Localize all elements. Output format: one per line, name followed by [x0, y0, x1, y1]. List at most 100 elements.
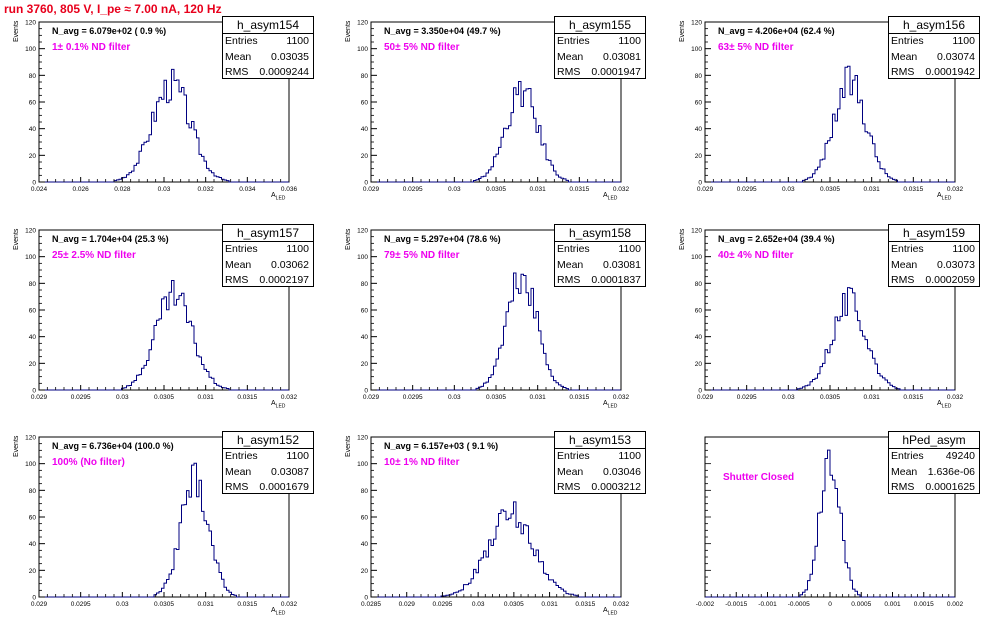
histogram-name: h_asym156 [889, 17, 979, 34]
n-avg-label: N_avg = 6.736e+04 (100.0 %) [52, 441, 174, 451]
x-axis-label-subscript: LED [607, 403, 618, 410]
stats-key: Mean [225, 258, 252, 271]
stats-value: 1100 [286, 243, 309, 255]
x-tick-label: 0.0285 [361, 601, 381, 608]
histogram-line [705, 287, 955, 391]
y-tick-label: 120 [25, 20, 36, 27]
y-tick-label: 100 [25, 254, 36, 261]
stats-key: Mean [557, 50, 584, 63]
y-tick-label: 20 [361, 153, 369, 160]
stats-value: 0.0009244 [259, 66, 309, 78]
x-tick-label: 0.026 [73, 186, 90, 193]
y-tick-label: 20 [695, 361, 703, 368]
n-avg-label: N_avg = 6.157e+03 ( 9.1 %) [384, 441, 499, 451]
histogram-line [39, 280, 289, 391]
x-axis-label-main: A [603, 192, 608, 199]
y-tick-label: 100 [691, 46, 702, 53]
x-tick-label: 0.03 [158, 186, 171, 193]
stats-value: 0.0001947 [591, 66, 641, 78]
x-axis-label: ALED [603, 607, 617, 616]
stats-row-rms: RMS 0.0009244 [223, 65, 313, 81]
histogram-name: h_asym154 [223, 17, 313, 34]
y-tick-label: 60 [695, 100, 703, 107]
y-tick-label: 20 [29, 568, 37, 575]
x-tick-label: 0.0315 [903, 186, 923, 193]
x-tick-label: 0.032 [281, 394, 298, 401]
y-tick-label: 20 [695, 153, 703, 160]
x-axis-label-subscript: LED [275, 610, 286, 617]
x-axis-label: ALED [603, 400, 617, 409]
y-tick-label: 60 [29, 100, 37, 107]
x-tick-label: 0.0295 [432, 601, 452, 608]
x-tick-label: 0.029 [31, 394, 48, 401]
x-tick-label: 0.0305 [486, 186, 506, 193]
histogram-name: h_asym153 [555, 432, 645, 449]
x-axis-label: ALED [937, 400, 951, 409]
filter-label: 25± 2.5% ND filter [52, 250, 136, 261]
n-avg-label: N_avg = 5.297e+04 (78.6 %) [384, 234, 501, 244]
y-tick-label: 40 [29, 334, 37, 341]
filter-label: 10± 1% ND filter [384, 457, 460, 468]
stats-box: h_asym156 Entries 1100 Mean 0.03074 RMS 0.0001… [888, 16, 980, 79]
x-axis-label-subscript: LED [607, 195, 618, 202]
stats-key: Mean [891, 50, 918, 63]
x-axis-label-subscript: LED [275, 195, 286, 202]
y-tick-label: 120 [691, 228, 702, 235]
x-tick-label: 0.0295 [737, 394, 757, 401]
y-tick-label: 120 [357, 228, 368, 235]
stats-row-rms: RMS 0.0001679 [223, 480, 313, 496]
y-tick-label: 80 [29, 488, 37, 495]
stats-value: 0.03081 [603, 258, 641, 271]
stats-row-entries: Entries 1100 [889, 34, 979, 50]
x-axis-label-main: A [937, 192, 942, 199]
y-tick-label: 60 [361, 515, 369, 522]
x-tick-label: 0.0315 [237, 394, 257, 401]
filter-label: 100% (No filter) [52, 457, 125, 468]
x-tick-label: 0.024 [31, 186, 48, 193]
histogram-line [371, 81, 621, 183]
x-tick-label: 0.0305 [486, 394, 506, 401]
x-tick-label: 0.0305 [154, 601, 174, 608]
x-axis-label-main: A [937, 400, 942, 407]
x-tick-label: 0.031 [864, 394, 881, 401]
x-tick-label: -0.0015 [725, 601, 747, 608]
x-tick-label: 0.028 [114, 186, 131, 193]
histogram-name: h_asym158 [555, 225, 645, 242]
y-tick-label: 120 [25, 228, 36, 235]
stats-row-entries: Entries 1100 [889, 242, 979, 258]
y-tick-label: 120 [357, 20, 368, 27]
stats-key: Mean [891, 258, 918, 271]
stats-key: Entries [225, 243, 258, 255]
filter-label: 40± 4% ND filter [718, 250, 794, 261]
stats-row-rms: RMS 0.0001947 [555, 65, 645, 81]
y-tick-label: 80 [29, 281, 37, 288]
stats-value: 0.0001625 [925, 481, 975, 493]
y-tick-label: 0 [32, 388, 36, 395]
histogram-line [371, 272, 621, 391]
stats-key: Entries [557, 35, 590, 47]
x-axis-label-subscript: LED [941, 195, 952, 202]
stats-key: Entries [891, 243, 924, 255]
x-axis-label: ALED [937, 192, 951, 201]
y-tick-label: 60 [361, 308, 369, 315]
x-tick-label: 0.0295 [71, 601, 91, 608]
x-tick-label: 0.032 [947, 394, 964, 401]
stats-key: RMS [891, 66, 915, 78]
n-avg-label: N_avg = 6.079e+02 ( 0.9 %) [52, 26, 167, 36]
x-tick-label: 0.029 [363, 186, 380, 193]
x-tick-label: 0.029 [31, 601, 48, 608]
y-tick-label: 60 [361, 100, 369, 107]
stats-key: RMS [557, 274, 581, 286]
y-tick-label: 20 [361, 361, 369, 368]
x-tick-label: 0.0295 [71, 394, 91, 401]
y-tick-label: 0 [32, 180, 36, 187]
y-tick-label: 40 [695, 126, 703, 133]
stats-key: RMS [557, 481, 581, 493]
x-axis-label-main: A [271, 400, 276, 407]
x-tick-label: 0.0315 [569, 394, 589, 401]
histogram-name: h_asym152 [223, 432, 313, 449]
y-tick-label: 0 [698, 180, 702, 187]
y-tick-label: 80 [29, 73, 37, 80]
x-axis-label-subscript: LED [275, 403, 286, 410]
